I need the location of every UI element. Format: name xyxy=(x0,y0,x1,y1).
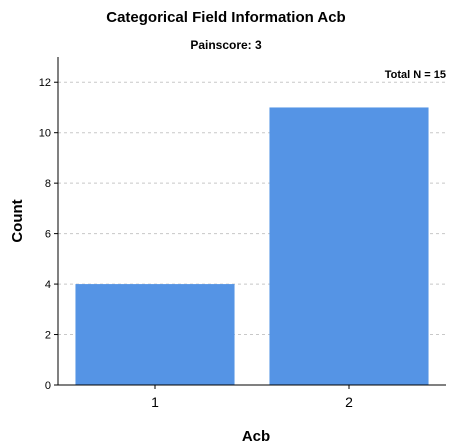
y-tick-label: 10 xyxy=(39,128,51,140)
bars xyxy=(75,107,429,385)
y-tick-label: 8 xyxy=(45,178,51,190)
y-tick-label: 2 xyxy=(45,330,51,342)
y-tick-label: 6 xyxy=(45,229,51,241)
x-tick-label: 1 xyxy=(151,394,159,410)
chart-subtitle: Painscore: 3 xyxy=(190,38,262,52)
total-n-annotation: Total N = 15 xyxy=(385,69,446,81)
bar-1 xyxy=(75,284,235,385)
gridlines xyxy=(58,81,446,336)
y-ticks: 0 2 4 6 8 10 12 xyxy=(39,77,58,392)
y-tick-label: 12 xyxy=(39,77,51,89)
y-axis-label: Count xyxy=(9,199,26,242)
chart-title: Categorical Field Information Acb xyxy=(106,9,345,26)
axes xyxy=(57,57,446,386)
y-tick-label: 0 xyxy=(45,380,51,392)
x-axis-label: Acb xyxy=(242,428,270,445)
bar-2 xyxy=(269,107,429,385)
x-tick-label: 2 xyxy=(345,394,353,410)
y-tick-label: 4 xyxy=(45,279,51,291)
